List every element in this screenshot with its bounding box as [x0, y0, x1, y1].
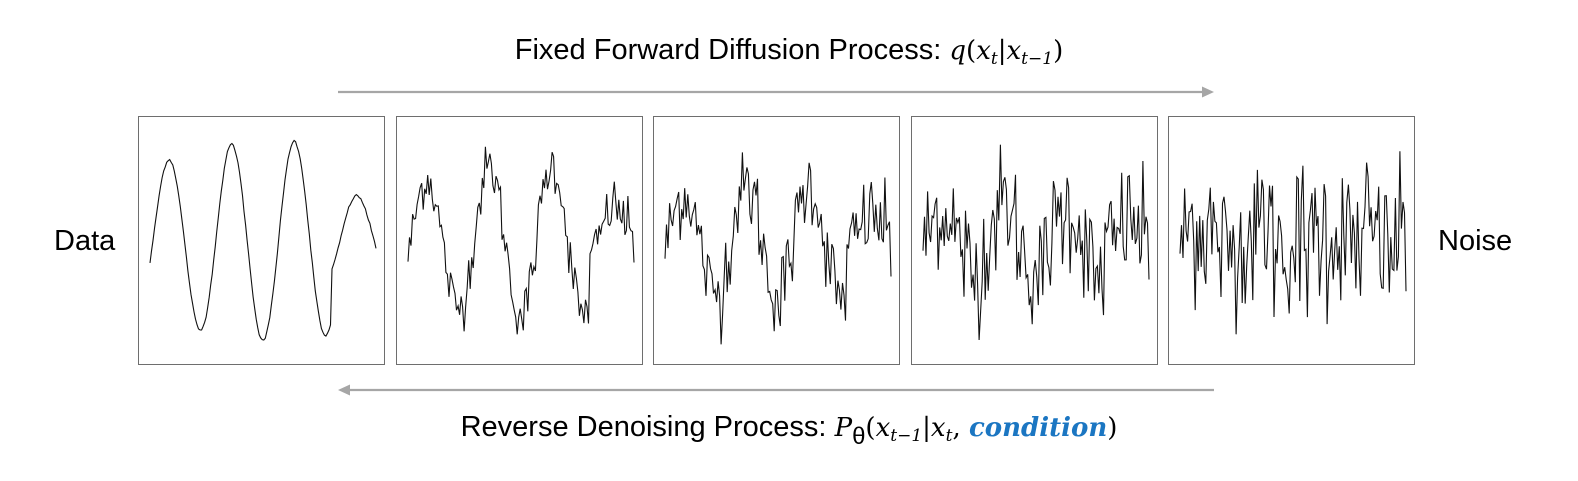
waveform-plot	[664, 152, 892, 345]
forward-process-caption: Fixed Forward Diffusion Process: q(xt|xt…	[0, 34, 1578, 69]
waveform-line	[664, 152, 892, 345]
waveform-plot	[149, 139, 377, 341]
reverse-process-formula: Pθ(xt−1|xt, condition)	[834, 413, 1118, 450]
noise-label: Noise	[1438, 225, 1513, 257]
waveform-line	[149, 139, 377, 341]
forward-process-label: Fixed Forward Diffusion Process:	[514, 34, 950, 66]
waveform-line	[1179, 151, 1407, 335]
forward-arrow	[338, 86, 1214, 98]
waveform-line	[922, 144, 1150, 341]
reverse-arrow	[338, 384, 1214, 396]
diffusion-step-panel-1	[138, 116, 385, 365]
reverse-process-label: Reverse Denoising Process:	[460, 411, 835, 443]
diffusion-step-panel-5	[1168, 116, 1415, 365]
data-label: Data	[54, 225, 116, 257]
waveform-line	[407, 146, 635, 335]
reverse-process-caption: Reverse Denoising Process: Pθ(xt−1|xt, c…	[0, 411, 1578, 451]
diffusion-step-panel-4	[911, 116, 1158, 365]
diffusion-step-panel-2	[396, 116, 643, 365]
waveform-plot	[407, 146, 635, 335]
diffusion-step-panel-3	[653, 116, 900, 365]
waveform-plot	[922, 144, 1150, 341]
forward-process-formula: q(xt|xt−1)	[949, 36, 1064, 69]
condition-term: condition	[968, 413, 1108, 443]
waveform-plot	[1179, 151, 1407, 335]
